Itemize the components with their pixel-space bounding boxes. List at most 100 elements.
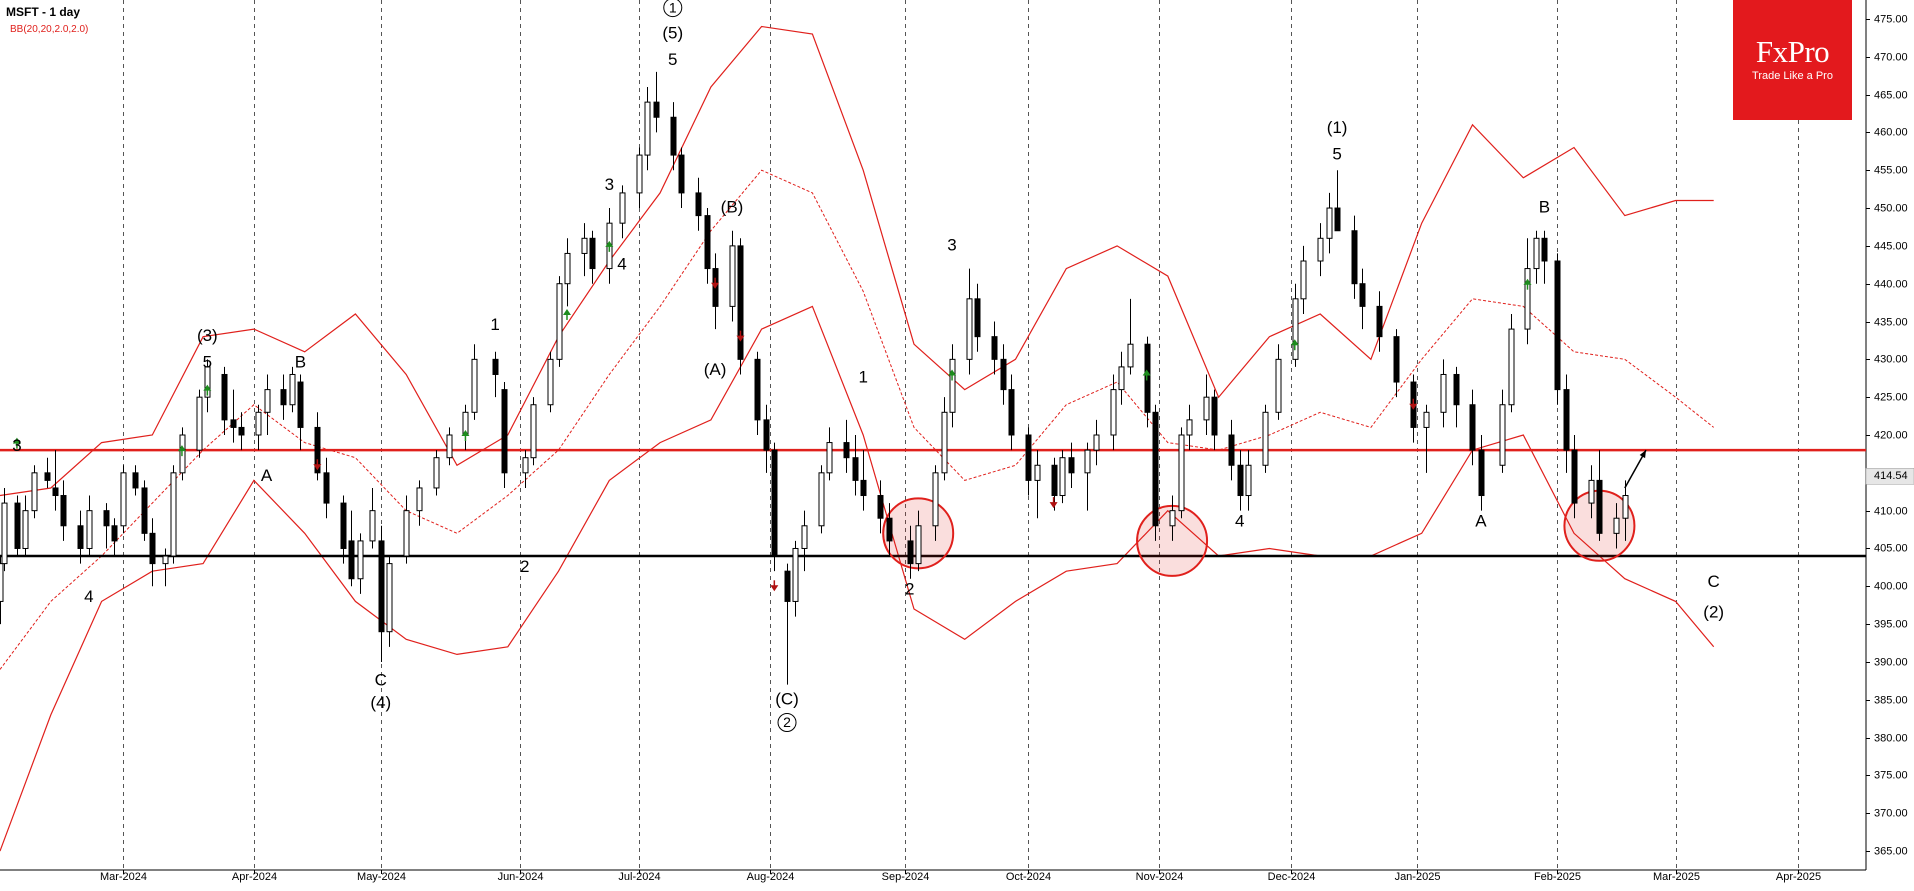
candle-bearish: [1554, 260, 1561, 391]
candle-bearish: [1478, 449, 1485, 497]
wave-label: C: [375, 670, 387, 689]
x-tick-label: Aug-2024: [747, 871, 795, 883]
candle-bearish: [784, 570, 791, 602]
candle-bullish: [1508, 328, 1515, 406]
wave-label: C: [1708, 572, 1720, 591]
candle-bullish: [1059, 457, 1066, 497]
candle-bearish: [44, 472, 51, 481]
candle-bearish: [1051, 464, 1058, 497]
buy-signal-arrow: [177, 445, 186, 452]
y-tick-label: 440.00: [1874, 278, 1908, 290]
candle-bearish: [886, 517, 893, 542]
x-tick-label: Jun-2024: [498, 871, 544, 883]
candle-bearish: [1237, 464, 1244, 497]
wave-label: 5: [668, 50, 677, 69]
x-tick-label: May-2024: [357, 871, 406, 883]
candle-bearish: [77, 525, 84, 549]
candle-bullish: [1326, 207, 1333, 239]
buy-signal-arrow: [461, 430, 470, 436]
candle-bearish: [348, 540, 355, 580]
y-tick-label: 380.00: [1874, 732, 1908, 744]
candle-bullish: [826, 442, 833, 474]
candle-bullish: [1613, 517, 1620, 534]
candle-bullish: [1118, 366, 1125, 391]
candle-bullish: [949, 358, 956, 413]
candle-bearish: [1596, 479, 1603, 534]
candle-bearish: [340, 502, 347, 549]
buy-signal-arrow: [12, 437, 21, 444]
candle-bullish: [1300, 260, 1307, 300]
candle-bearish: [589, 237, 596, 270]
candle-bullish: [1093, 434, 1100, 451]
y-tick-label: 400.00: [1874, 580, 1908, 592]
candle-bullish: [941, 411, 948, 474]
candle-bearish: [52, 487, 59, 497]
candle-bullish: [1034, 464, 1041, 481]
wave-label: A: [261, 466, 273, 485]
candle-bullish: [1084, 449, 1091, 474]
y-tick-label: 385.00: [1874, 694, 1908, 706]
candle-bullish: [204, 366, 211, 398]
candle-bullish: [31, 472, 38, 512]
y-tick-label: 455.00: [1874, 164, 1908, 176]
candle-bullish: [1292, 298, 1299, 360]
x-tick-label: Apr-2025: [1776, 871, 1821, 883]
candle-bullish: [0, 563, 4, 602]
candle-bearish: [843, 442, 850, 459]
candle-bullish: [289, 373, 296, 406]
sell-signal-arrow: [1049, 502, 1058, 509]
candle-bearish: [1541, 237, 1548, 262]
candle-bearish: [678, 154, 685, 194]
candle-bullish: [932, 472, 939, 527]
fxpro-logo: FxPro Trade Like a Pro: [1733, 0, 1852, 120]
candle-bearish: [280, 389, 287, 406]
candle-bullish: [1178, 434, 1185, 512]
sell-signal-arrow: [770, 585, 779, 592]
candle-bullish: [1186, 419, 1193, 436]
circled-wave-marker: [663, 0, 683, 18]
candle-bearish: [492, 358, 499, 375]
wave-label: 2: [520, 557, 529, 576]
candle-bearish: [704, 215, 711, 270]
candle-bearish: [1068, 457, 1075, 474]
candle-bearish: [1351, 230, 1358, 285]
circled-wave-label: 2: [783, 714, 791, 730]
candle-bullish: [471, 358, 478, 413]
candle-bearish: [1359, 283, 1366, 307]
candle-bullish: [86, 510, 93, 549]
candle-bullish: [729, 245, 736, 307]
candle-bearish: [314, 426, 321, 474]
y-tick-label: 460.00: [1874, 126, 1908, 138]
candle-bullish: [1169, 510, 1176, 527]
candle-bearish: [1334, 207, 1341, 232]
x-tick-label: Apr-2024: [232, 871, 277, 883]
wave-label: B: [1539, 198, 1550, 217]
y-tick-label: 410.00: [1874, 505, 1908, 517]
wave-label: (2): [1703, 602, 1724, 621]
y-tick-label: 395.00: [1874, 618, 1908, 630]
x-tick-label: Oct-2024: [1006, 871, 1051, 883]
y-tick-label: 370.00: [1874, 807, 1908, 819]
sell-signal-arrow: [313, 464, 322, 471]
x-tick-label: Nov-2024: [1136, 871, 1184, 883]
candle-bullish: [1440, 373, 1447, 413]
x-tick-label: Feb-2025: [1534, 871, 1581, 883]
candle-bearish: [297, 381, 304, 428]
bollinger-lower-band: [0, 305, 1715, 852]
x-tick-label: Mar-2024: [100, 871, 147, 883]
candle-bearish: [991, 336, 998, 360]
y-tick-label: 435.00: [1874, 316, 1908, 328]
sell-signal-arrow: [736, 335, 745, 342]
candle-bullish: [1588, 479, 1595, 504]
candle-bearish: [1563, 389, 1570, 451]
candle-bearish: [378, 540, 385, 633]
candle-bearish: [141, 487, 148, 534]
wave-label: 5: [1332, 145, 1341, 164]
sell-signal-arrow: [711, 282, 720, 289]
candle-bearish: [14, 502, 21, 549]
candle-bullish: [644, 101, 651, 156]
candle-bearish: [221, 373, 228, 421]
candle-bearish: [754, 358, 761, 421]
